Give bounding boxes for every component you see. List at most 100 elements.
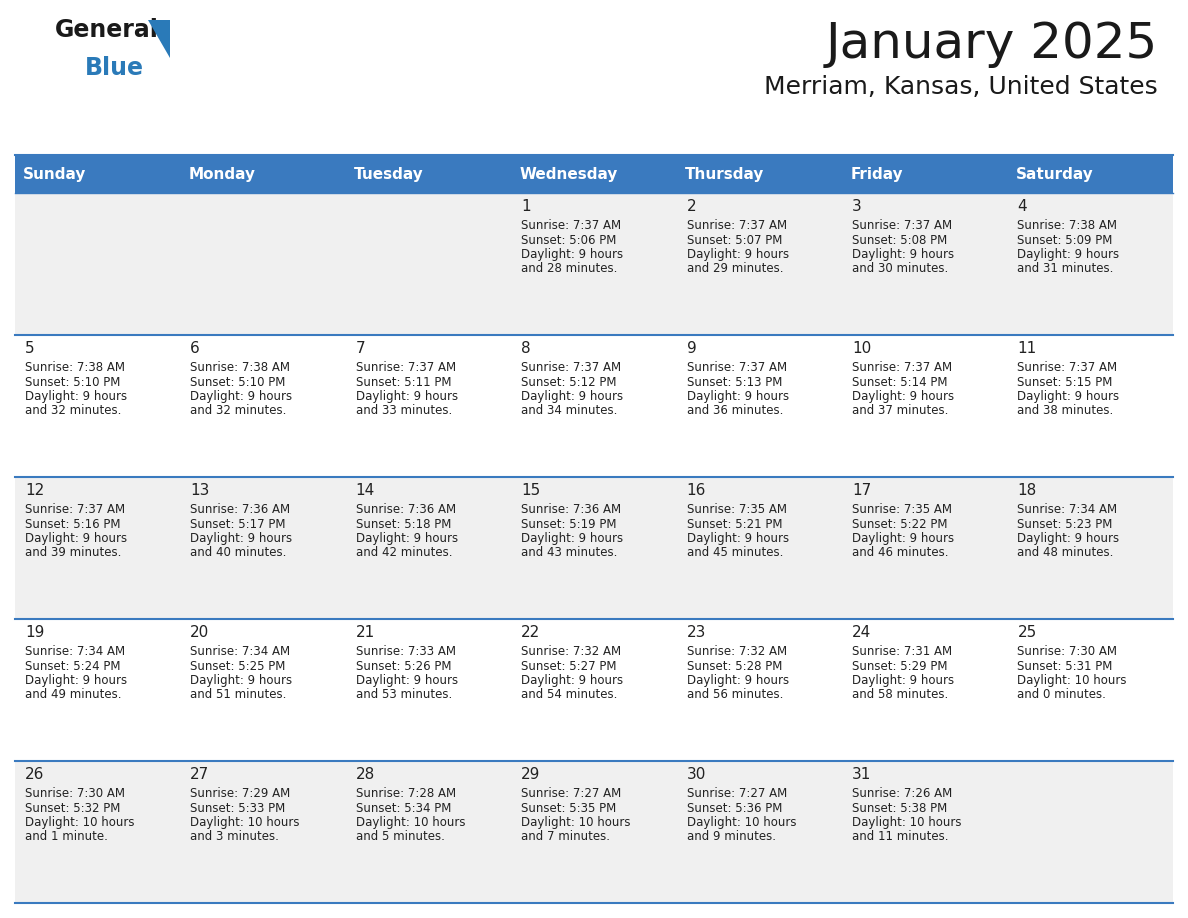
Text: Merriam, Kansas, United States: Merriam, Kansas, United States — [764, 75, 1158, 99]
Text: and 9 minutes.: and 9 minutes. — [687, 831, 776, 844]
Bar — [1007, 619, 1173, 761]
Text: Sunrise: 7:27 AM: Sunrise: 7:27 AM — [687, 787, 786, 800]
Text: Daylight: 9 hours: Daylight: 9 hours — [190, 532, 292, 545]
Text: Sunrise: 7:31 AM: Sunrise: 7:31 AM — [852, 645, 953, 658]
Text: Daylight: 10 hours: Daylight: 10 hours — [852, 816, 961, 829]
Text: 19: 19 — [25, 625, 44, 640]
Text: 28: 28 — [355, 767, 375, 782]
Bar — [15, 477, 181, 619]
Bar — [842, 477, 1007, 619]
Text: 21: 21 — [355, 625, 375, 640]
Text: and 33 minutes.: and 33 minutes. — [355, 405, 451, 418]
Text: and 38 minutes.: and 38 minutes. — [1017, 405, 1113, 418]
Bar — [1007, 193, 1173, 335]
Bar — [511, 761, 677, 903]
Bar — [842, 761, 1007, 903]
Text: and 48 minutes.: and 48 minutes. — [1017, 546, 1114, 559]
Text: 18: 18 — [1017, 483, 1037, 498]
Text: and 51 minutes.: and 51 minutes. — [190, 688, 286, 701]
Text: Sunset: 5:27 PM: Sunset: 5:27 PM — [522, 659, 617, 673]
Text: Daylight: 9 hours: Daylight: 9 hours — [522, 674, 624, 687]
Text: and 49 minutes.: and 49 minutes. — [25, 688, 121, 701]
Text: 30: 30 — [687, 767, 706, 782]
Text: Sunrise: 7:34 AM: Sunrise: 7:34 AM — [25, 645, 125, 658]
Text: Sunset: 5:10 PM: Sunset: 5:10 PM — [190, 375, 286, 388]
Text: 6: 6 — [190, 341, 200, 356]
Text: Sunset: 5:33 PM: Sunset: 5:33 PM — [190, 801, 285, 814]
Text: 29: 29 — [522, 767, 541, 782]
Text: and 37 minutes.: and 37 minutes. — [852, 405, 948, 418]
Text: 8: 8 — [522, 341, 531, 356]
Text: Sunrise: 7:32 AM: Sunrise: 7:32 AM — [687, 645, 786, 658]
Text: Daylight: 10 hours: Daylight: 10 hours — [1017, 674, 1127, 687]
Text: Sunset: 5:09 PM: Sunset: 5:09 PM — [1017, 233, 1113, 247]
Bar — [1007, 761, 1173, 903]
Text: 17: 17 — [852, 483, 871, 498]
Text: and 32 minutes.: and 32 minutes. — [190, 405, 286, 418]
Text: Sunset: 5:11 PM: Sunset: 5:11 PM — [355, 375, 451, 388]
Text: Sunrise: 7:37 AM: Sunrise: 7:37 AM — [687, 361, 786, 374]
Text: Daylight: 10 hours: Daylight: 10 hours — [190, 816, 299, 829]
Text: Sunrise: 7:36 AM: Sunrise: 7:36 AM — [190, 503, 291, 516]
Text: Daylight: 9 hours: Daylight: 9 hours — [687, 532, 789, 545]
Text: Blue: Blue — [86, 56, 144, 80]
Text: Friday: Friday — [851, 166, 903, 182]
Text: Daylight: 9 hours: Daylight: 9 hours — [852, 674, 954, 687]
Text: Sunset: 5:16 PM: Sunset: 5:16 PM — [25, 518, 120, 531]
Text: Sunrise: 7:36 AM: Sunrise: 7:36 AM — [522, 503, 621, 516]
Bar — [181, 477, 346, 619]
Bar — [181, 193, 346, 335]
Text: Sunrise: 7:37 AM: Sunrise: 7:37 AM — [1017, 361, 1118, 374]
Text: Sunrise: 7:37 AM: Sunrise: 7:37 AM — [355, 361, 456, 374]
Text: Sunset: 5:34 PM: Sunset: 5:34 PM — [355, 801, 451, 814]
Text: 16: 16 — [687, 483, 706, 498]
Text: Daylight: 10 hours: Daylight: 10 hours — [522, 816, 631, 829]
Bar — [15, 619, 181, 761]
Text: Sunrise: 7:38 AM: Sunrise: 7:38 AM — [25, 361, 125, 374]
Bar — [677, 477, 842, 619]
Text: Daylight: 9 hours: Daylight: 9 hours — [25, 674, 127, 687]
Text: Sunset: 5:36 PM: Sunset: 5:36 PM — [687, 801, 782, 814]
Text: Sunset: 5:26 PM: Sunset: 5:26 PM — [355, 659, 451, 673]
Text: Sunrise: 7:33 AM: Sunrise: 7:33 AM — [355, 645, 456, 658]
Text: Sunrise: 7:30 AM: Sunrise: 7:30 AM — [1017, 645, 1118, 658]
Text: 15: 15 — [522, 483, 541, 498]
Text: General: General — [55, 18, 159, 42]
Text: and 45 minutes.: and 45 minutes. — [687, 546, 783, 559]
Text: Sunrise: 7:37 AM: Sunrise: 7:37 AM — [852, 361, 953, 374]
Text: Sunset: 5:32 PM: Sunset: 5:32 PM — [25, 801, 120, 814]
Text: Sunrise: 7:37 AM: Sunrise: 7:37 AM — [522, 219, 621, 232]
Text: Sunrise: 7:30 AM: Sunrise: 7:30 AM — [25, 787, 125, 800]
Text: and 3 minutes.: and 3 minutes. — [190, 831, 279, 844]
Text: Daylight: 10 hours: Daylight: 10 hours — [25, 816, 134, 829]
Text: Sunrise: 7:37 AM: Sunrise: 7:37 AM — [687, 219, 786, 232]
Bar — [15, 155, 181, 193]
Text: Daylight: 9 hours: Daylight: 9 hours — [1017, 532, 1119, 545]
Text: and 53 minutes.: and 53 minutes. — [355, 688, 451, 701]
Text: Daylight: 9 hours: Daylight: 9 hours — [852, 532, 954, 545]
Bar — [1007, 335, 1173, 477]
Text: 7: 7 — [355, 341, 366, 356]
Bar — [677, 619, 842, 761]
Bar — [181, 155, 346, 193]
Text: 4: 4 — [1017, 199, 1028, 214]
Text: Daylight: 9 hours: Daylight: 9 hours — [687, 674, 789, 687]
Text: 5: 5 — [25, 341, 34, 356]
Text: and 28 minutes.: and 28 minutes. — [522, 263, 618, 275]
Text: Daylight: 9 hours: Daylight: 9 hours — [355, 390, 457, 403]
Bar — [511, 335, 677, 477]
Bar — [181, 619, 346, 761]
Text: Sunset: 5:38 PM: Sunset: 5:38 PM — [852, 801, 947, 814]
Text: and 11 minutes.: and 11 minutes. — [852, 831, 948, 844]
Bar — [181, 761, 346, 903]
Text: January 2025: January 2025 — [826, 20, 1158, 68]
Text: Sunset: 5:12 PM: Sunset: 5:12 PM — [522, 375, 617, 388]
Text: Sunrise: 7:37 AM: Sunrise: 7:37 AM — [852, 219, 953, 232]
Text: 13: 13 — [190, 483, 210, 498]
Text: Daylight: 9 hours: Daylight: 9 hours — [1017, 390, 1119, 403]
Text: 24: 24 — [852, 625, 871, 640]
Text: Sunrise: 7:32 AM: Sunrise: 7:32 AM — [522, 645, 621, 658]
Text: 1: 1 — [522, 199, 531, 214]
Bar — [842, 619, 1007, 761]
Text: Sunset: 5:10 PM: Sunset: 5:10 PM — [25, 375, 120, 388]
